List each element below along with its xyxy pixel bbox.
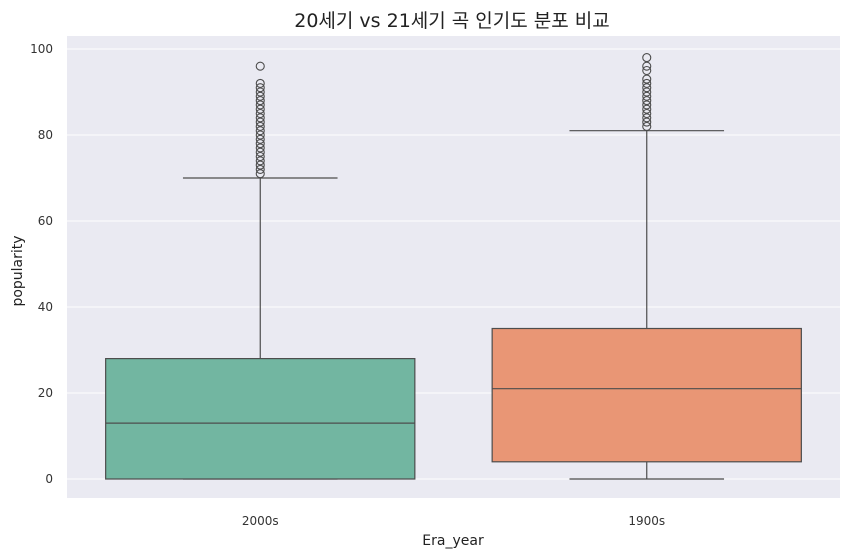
outlier-point [642,113,652,123]
iqr-box [491,327,802,463]
box-1900s [491,53,802,480]
outlier-point [255,151,265,162]
outlier-point [255,156,265,166]
outlier-point [255,126,265,136]
outlier-point [642,61,652,71]
outlier-point [255,139,265,149]
box-series [105,53,802,480]
outlier-point [255,100,265,110]
outlier-point [642,121,652,131]
x-axis-label: Era_year [422,533,484,549]
outlier-point [255,104,265,114]
outlier-point [255,78,265,88]
y-tick-label-100: 100 [30,42,53,56]
x-tick-label-2000s: 2000s [242,514,279,528]
outlier-point [642,78,652,88]
chart-title: 20세기 vs 21세기 곡 인기도 분포 비교 [294,10,610,32]
y-tick-label-20: 20 [38,386,53,400]
y-tick-label-0: 0 [45,472,53,486]
outlier-point [255,147,265,157]
y-axis-label: popularity [10,235,26,306]
outlier-point [642,117,652,127]
outlier-point [255,143,265,153]
outlier-point [255,130,265,140]
outlier-point [255,87,265,97]
outlier-point [642,83,652,93]
outlier-point [255,117,265,127]
y-axis-ticks: 0 20 40 60 80 100 [30,42,53,486]
outlier-point [255,169,265,179]
y-tick-label-80: 80 [38,128,53,142]
outlier-point [255,134,265,144]
iqr-box [105,358,416,480]
outlier-point [642,53,652,63]
box-2000s [105,61,416,480]
outlier-point [255,96,265,106]
y-tick-label-40: 40 [38,300,53,314]
outlier-point [255,121,265,131]
outlier-point [642,74,652,84]
outlier-point [642,108,652,119]
outlier-point [642,91,652,101]
outlier-point [255,164,265,174]
outlier-point [255,108,265,119]
x-tick-label-1900s: 1900s [628,514,665,528]
outlier-point [255,160,265,170]
outlier-point [642,104,652,114]
outlier-point [642,100,652,110]
outlier-point [255,91,265,101]
outlier-point [255,83,265,93]
x-axis-ticks: 2000s 1900s [242,514,665,528]
outlier-point [255,113,265,123]
outlier-point [642,87,652,97]
outlier-point [642,96,652,106]
outlier-point [642,65,652,76]
outlier-point [255,61,265,71]
y-tick-label-60: 60 [38,214,53,228]
